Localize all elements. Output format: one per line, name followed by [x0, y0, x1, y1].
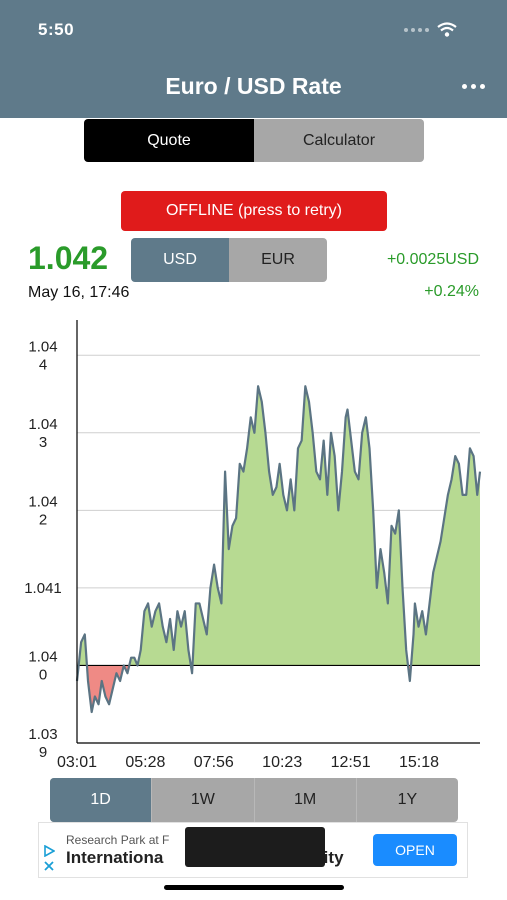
tab-1m[interactable]: 1M	[253, 778, 356, 822]
cellular-signal-icon	[404, 27, 429, 32]
home-indicator	[164, 885, 344, 890]
rate-value: 1.042	[28, 240, 109, 276]
wifi-icon	[437, 22, 457, 37]
area-above-baseline	[78, 386, 480, 666]
series-line	[75, 385, 482, 714]
x-tick-label: 05:28	[125, 754, 165, 771]
mode-segmented-control: Quote Calculator	[84, 119, 424, 162]
offline-retry-button[interactable]: OFFLINE (press to retry)	[121, 191, 387, 231]
y-tick-label: 1.04 0	[28, 648, 57, 683]
ad-open-button[interactable]: OPEN	[373, 834, 457, 866]
y-tick-label: 1.04 4	[28, 338, 57, 373]
redacted-region	[185, 827, 325, 867]
x-tick-label: 07:56	[194, 754, 234, 771]
x-tick-label: 10:23	[262, 754, 302, 771]
x-tick-label: 12:51	[331, 754, 371, 771]
tab-eur[interactable]: EUR	[229, 238, 327, 282]
page-title: Euro / USD Rate	[165, 73, 342, 99]
tab-1w[interactable]: 1W	[151, 778, 253, 822]
more-horizontal-icon[interactable]	[462, 84, 485, 89]
adchoices-icon[interactable]	[43, 844, 57, 875]
tab-1d[interactable]: 1D	[50, 778, 152, 822]
change-percent: +0.24%	[424, 283, 479, 300]
ad-advertiser: Research Park at F	[66, 833, 170, 847]
y-tick-label: 1.04 2	[28, 493, 57, 528]
tab-quote[interactable]: Quote	[84, 119, 254, 162]
tab-1y[interactable]: 1Y	[355, 778, 458, 822]
status-icons	[404, 22, 457, 37]
change-absolute: +0.0025USD	[386, 251, 479, 268]
rate-chart: 1.03 9 1.04 0 1.041 1.04 2 1.04 3 1.04 4 03:01 05:28…	[24, 320, 482, 771]
range-segmented-control: 1D 1W 1M 1Y	[50, 778, 458, 822]
ad-headline-start: Internationa	[66, 848, 164, 867]
y-tick-label: 1.03 9	[28, 726, 57, 761]
ad-banner[interactable]: Research Park at F Internationa nity OPEN	[38, 822, 468, 878]
currency-segmented-control: USD EUR	[131, 238, 327, 282]
status-time: 5:50	[38, 20, 75, 39]
tab-calculator[interactable]: Calculator	[254, 119, 424, 162]
area-below-baseline	[77, 665, 480, 712]
tab-usd[interactable]: USD	[131, 238, 229, 282]
app-header: 5:50 Euro / USD Rate	[0, 0, 507, 118]
y-tick-label: 1.04 3	[28, 416, 57, 451]
y-tick-label: 1.041	[24, 580, 62, 597]
x-tick-label: 15:18	[399, 754, 439, 771]
x-tick-label: 03:01	[57, 754, 97, 771]
rate-date: May 16, 17:46	[28, 284, 130, 301]
